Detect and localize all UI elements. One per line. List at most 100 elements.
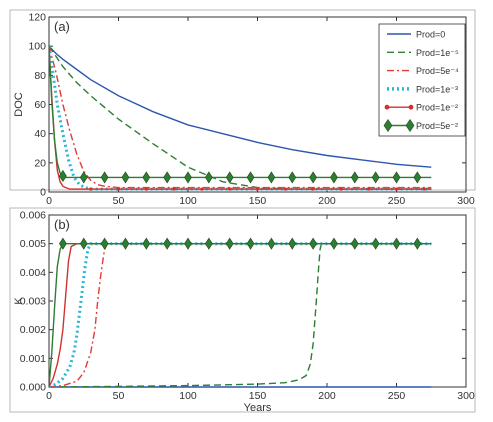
diamond-marker <box>392 237 401 250</box>
diamond-marker <box>100 237 109 250</box>
diamond-marker <box>246 171 255 184</box>
diamond-marker <box>309 171 317 184</box>
y-tick-label: 0 <box>40 187 46 199</box>
diamond-marker <box>392 171 401 184</box>
diamond-marker <box>225 237 234 250</box>
legend-label: Prod=0 <box>416 30 445 40</box>
diamond-marker <box>225 171 234 184</box>
circle-marker <box>228 187 232 191</box>
y-tick-label: 0.006 <box>20 210 46 222</box>
y-tick-label: 100 <box>28 41 46 53</box>
series-line-5 <box>49 46 432 179</box>
legend-marker <box>383 118 393 133</box>
diamond-marker <box>413 237 422 250</box>
circle-marker <box>144 187 148 191</box>
series-line-2 <box>49 243 432 388</box>
y-axis-label: DOC <box>13 92 25 117</box>
legend-label: Prod=1e⁻⁵ <box>416 48 459 58</box>
circle-marker <box>311 187 315 191</box>
diamond-marker <box>309 237 317 250</box>
diamond-marker <box>142 171 151 184</box>
panel-label: (b) <box>54 217 70 232</box>
x-tick-label: 250 <box>388 195 406 207</box>
circle-marker <box>172 187 176 191</box>
x-tick-label: 150 <box>249 195 267 207</box>
diamond-marker <box>79 171 88 184</box>
circle-marker <box>339 187 343 191</box>
diamond-marker <box>59 169 67 183</box>
diamond-marker <box>184 237 192 250</box>
series-group <box>49 237 432 389</box>
y-tick-label: 20 <box>34 157 46 169</box>
diamond-marker <box>121 237 130 250</box>
diamond-marker <box>246 237 255 250</box>
x-tick-label: 0 <box>46 390 52 402</box>
x-tick-label: 300 <box>457 390 475 402</box>
y-tick-label: 80 <box>34 70 46 82</box>
x-tick-label: 200 <box>318 390 336 402</box>
circle-marker <box>200 187 204 191</box>
diamond-marker <box>204 171 213 184</box>
diamond-marker <box>413 171 422 184</box>
series-line-1 <box>49 243 432 388</box>
circle-marker <box>89 187 93 191</box>
y-tick-label: 120 <box>28 12 46 24</box>
legend-label: Prod=1e⁻³ <box>416 84 458 94</box>
legend-box <box>378 23 466 137</box>
diamond-marker <box>100 171 109 184</box>
diamond-marker <box>288 171 297 184</box>
series-line-5 <box>49 243 432 388</box>
legend: Prod=0 Prod=1e⁻⁵ Prod=5e⁻⁴ Prod=1e⁻³ Prod=1e… <box>378 23 466 137</box>
legend-marker <box>384 104 390 110</box>
legend-label: Prod=1e⁻² <box>416 103 458 113</box>
y-tick-label: 40 <box>34 128 46 140</box>
diamond-marker <box>371 171 380 184</box>
circle-marker <box>116 187 121 191</box>
circle-marker <box>422 187 426 191</box>
panel-label: (a) <box>54 19 70 34</box>
panel-frame <box>9 207 476 413</box>
diamond-marker <box>267 171 276 184</box>
panel-b-k-chart: 0 50 100 150 200 250 300 0.000 0.001 0.002 0.003 0.… <box>9 207 476 414</box>
circle-marker <box>394 187 399 191</box>
diamond-marker <box>163 237 172 250</box>
panel-a-doc-chart: 0 50 100 150 200 250 300 0 20 40 60 80 100 120 DOC (a) P… <box>9 9 476 207</box>
x-tick-label: 200 <box>318 195 336 207</box>
diamond-marker <box>142 237 151 250</box>
y-tick-label: 0.005 <box>20 238 46 250</box>
y-tick-label: 0.004 <box>20 267 46 279</box>
x-tick-label: 300 <box>457 195 475 207</box>
series-line-2 <box>49 46 432 189</box>
y-tick-label: 0.001 <box>20 353 46 365</box>
diamond-marker <box>350 171 359 184</box>
diamond-marker <box>330 237 338 250</box>
diamond-marker <box>330 171 338 184</box>
diamond-marker <box>267 237 276 250</box>
series-group <box>49 45 432 191</box>
diamond-marker <box>184 171 192 184</box>
x-tick-label: 250 <box>388 390 406 402</box>
legend-marker <box>408 104 414 110</box>
x-tick-label: 50 <box>113 195 125 207</box>
diamond-marker <box>204 237 213 250</box>
x-tick-label: 100 <box>179 390 197 402</box>
legend-marker <box>405 118 415 133</box>
x-tick-label: 100 <box>179 195 197 207</box>
y-axis-label: K <box>13 297 25 305</box>
y-tick-label: 0.002 <box>20 324 46 336</box>
circle-marker <box>367 187 371 191</box>
diamond-marker <box>79 237 88 250</box>
diamond-marker <box>163 171 172 184</box>
diamond-marker <box>288 237 297 250</box>
diamond-marker <box>350 237 359 250</box>
legend-label: Prod=5e⁻⁴ <box>416 66 459 76</box>
y-tick-label: 0.000 <box>20 382 46 394</box>
y-tick-label: 0.003 <box>20 296 46 308</box>
circle-marker <box>283 187 287 191</box>
diamond-marker <box>121 171 130 184</box>
circle-marker <box>255 187 260 191</box>
x-tick-label: 0 <box>46 195 52 207</box>
x-tick-label: 50 <box>113 390 125 402</box>
diamond-marker <box>59 237 67 250</box>
